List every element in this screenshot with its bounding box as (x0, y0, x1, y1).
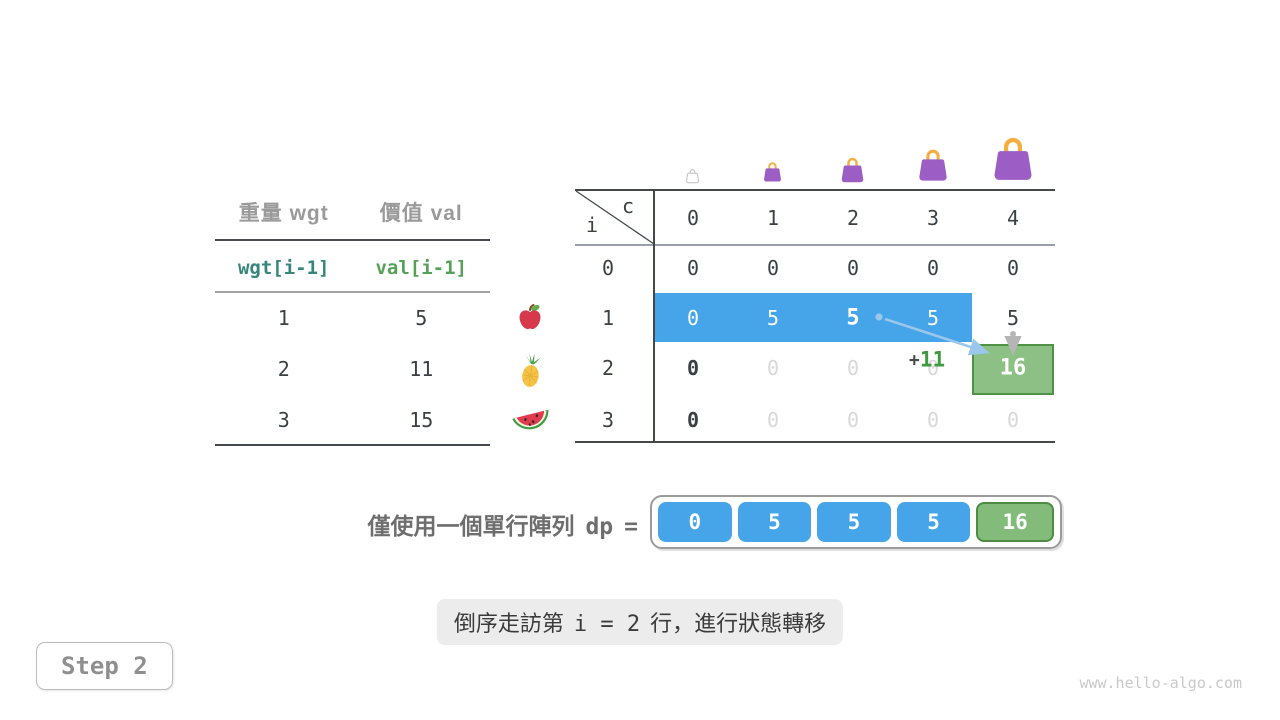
wgt-index-label: wgt[i-1] (237, 257, 330, 279)
dp-var-name: dp (585, 514, 614, 540)
divider (215, 239, 490, 241)
dp-cell-3-3: 0 (926, 408, 940, 432)
item-row-3: 3 15 (215, 408, 490, 432)
watermelon-icon (512, 409, 549, 430)
site-watermark: www.hello-algo.com (1079, 674, 1242, 692)
item-2-weight: 2 (277, 357, 290, 381)
col-header-3: 3 (926, 206, 940, 230)
grid-header-rule (575, 244, 1055, 246)
added-value: 11 (919, 347, 946, 372)
highlighted-row-1 (654, 293, 972, 342)
dp-array-cell-4-updated: 16 (976, 502, 1054, 542)
grid-top-border (575, 189, 1055, 191)
row-header-0: 0 (601, 256, 615, 280)
item-3-weight: 3 (277, 408, 290, 432)
divider (215, 444, 490, 446)
col-header-1: 1 (766, 206, 780, 230)
item-1-value: 5 (415, 306, 428, 330)
item-row-1: 1 5 (215, 306, 490, 330)
apple-icon (519, 304, 541, 330)
col-axis-label: c (621, 194, 635, 218)
bag-size-4-icon (994, 137, 1032, 180)
pineapple-icon (522, 353, 542, 387)
step-caption: 倒序走訪第 i = 2 行，進行狀態轉移 (436, 599, 844, 645)
dp-array-cell-1: 5 (737, 502, 812, 542)
dp-cell-0-3: 0 (926, 256, 940, 280)
item-3-value: 15 (409, 408, 434, 432)
plus-sign: + (908, 350, 920, 372)
row-header-2: 2 (601, 356, 615, 380)
dp-array-cell-2: 5 (817, 502, 891, 542)
equals-sign: = (624, 514, 638, 540)
dp-cell-2-2: 0 (846, 356, 860, 380)
dp-array-label: 僅使用一個單行陣列 dp = (320, 507, 638, 541)
dp-array-cell-3: 5 (896, 502, 971, 542)
col-header-4: 4 (1006, 206, 1020, 230)
dp-cell-3-2: 0 (846, 408, 860, 432)
dp-array-container: 0 5 5 5 16 (650, 495, 1062, 549)
header-weight: 重量 wgt (238, 202, 329, 225)
item-row-2: 2 11 (215, 357, 490, 381)
step-badge: Step 2 (36, 642, 173, 690)
dp-cell-2-4-new-value: 16 (999, 355, 1027, 381)
caption-suffix: 行，進行狀態轉移 (650, 611, 827, 636)
bag-size-2-icon (841, 157, 864, 183)
bag-size-1-icon (764, 162, 781, 182)
dp-cell-0-0: 0 (686, 256, 700, 280)
dp-cell-3-0: 0 (686, 408, 700, 432)
divider (215, 291, 490, 293)
dp-array-label-text: 僅使用一個單行陣列 (367, 513, 575, 539)
dp-cell-1-1: 5 (766, 306, 780, 330)
dp-array-cell-0: 0 (658, 502, 732, 542)
dp-cell-2-1: 0 (766, 356, 780, 380)
item-table: 重量 wgt 價值 val wgt[i-1] val[i-1] 1 5 2 11… (215, 195, 490, 449)
dp-cell-0-1: 0 (766, 256, 780, 280)
item-table-header: 重量 wgt 價值 val (215, 197, 490, 227)
dp-cell-3-4: 0 (1006, 408, 1020, 432)
caption-prefix: 倒序走訪第 (453, 611, 564, 636)
bag-empty-outline-icon (685, 169, 700, 184)
header-value: 價值 val (379, 202, 463, 225)
grid-vertical-rule (653, 189, 655, 443)
item-table-index-row: wgt[i-1] val[i-1] (215, 257, 490, 279)
item-2-value: 11 (409, 357, 434, 381)
dp-cell-1-3: 5 (926, 306, 940, 330)
dp-cell-0-2: 0 (846, 256, 860, 280)
row-header-1: 1 (601, 306, 615, 330)
grid-bottom-border (575, 441, 1055, 443)
val-index-label: val[i-1] (375, 257, 467, 279)
dp-cell-1-4-old-value: 5 (1006, 306, 1020, 330)
bag-size-3-icon (919, 149, 947, 181)
dp-cell-3-1: 0 (766, 408, 780, 432)
dp-cell-1-2-source: 5 (846, 305, 860, 331)
dp-cell-0-4: 0 (1006, 256, 1020, 280)
dp-cell-2-0: 0 (686, 356, 700, 380)
dp-table: c i 0 1 2 3 4 0 1 2 3 0 0 0 0 0 0 5 5 5 … (575, 188, 1055, 446)
caption-code: i = 2 (573, 612, 641, 637)
dp-cell-1-0: 0 (686, 306, 700, 330)
col-header-2: 2 (846, 206, 860, 230)
row-axis-label: i (585, 213, 599, 237)
col-header-0: 0 (686, 206, 700, 230)
dp-cell-2-3: 0 (926, 356, 940, 380)
item-1-weight: 1 (277, 306, 290, 330)
row-header-3: 3 (601, 408, 615, 432)
transition-add-annotation: +11 (909, 348, 945, 373)
